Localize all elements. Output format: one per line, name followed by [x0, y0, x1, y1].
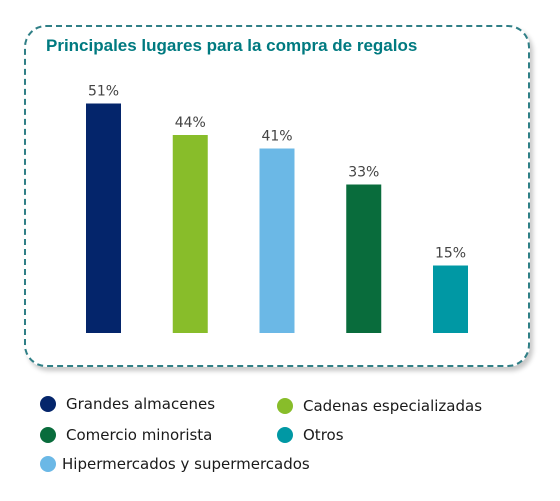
data-label-3: 41% — [261, 129, 292, 145]
data-label-4: 33% — [348, 165, 379, 181]
bar-4 — [346, 184, 382, 333]
bar-5 — [433, 265, 468, 333]
data-label-5: 15% — [435, 246, 466, 262]
chart-title: Principales lugares para la compra de re… — [46, 36, 418, 55]
data-label-2: 44% — [175, 115, 206, 131]
bar-1 — [86, 103, 121, 333]
data-label-1: 51% — [88, 84, 119, 100]
bar-3 — [259, 148, 295, 333]
bar-2 — [172, 135, 208, 333]
